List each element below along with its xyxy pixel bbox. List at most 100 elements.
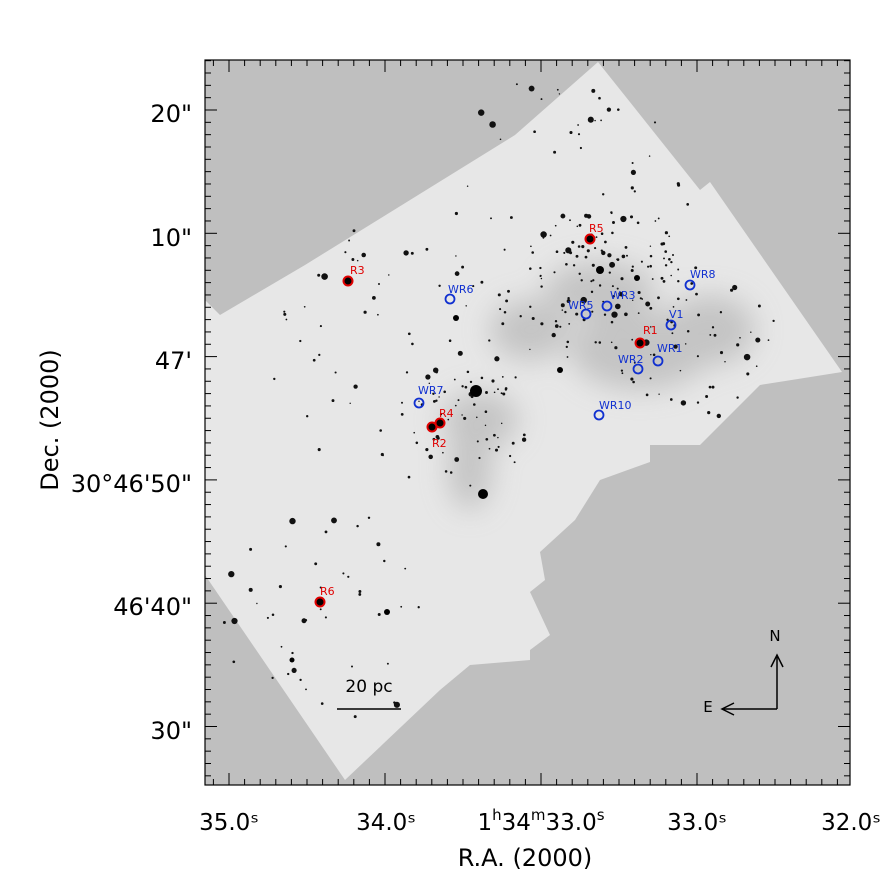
star	[649, 377, 652, 380]
x-tick-labels: 35.0ˢ 34.0ˢ 1h34m33.0s 33.0ˢ 32.0ˢ	[199, 806, 881, 836]
blue-marker-wr10	[593, 409, 605, 421]
star	[358, 592, 362, 596]
star	[673, 344, 678, 349]
star	[521, 437, 527, 442]
star	[502, 392, 506, 396]
star	[591, 88, 596, 93]
star	[553, 150, 557, 154]
star	[677, 268, 680, 271]
blue-marker-label: WR8	[690, 268, 716, 281]
star	[472, 285, 475, 288]
star	[425, 448, 429, 452]
red-marker-r6	[314, 596, 326, 608]
star	[591, 263, 595, 267]
blue-marker-wr2	[632, 363, 644, 375]
star	[616, 287, 619, 290]
star	[503, 248, 506, 251]
star	[499, 138, 502, 141]
star	[513, 461, 516, 464]
star	[380, 452, 384, 457]
star	[606, 107, 612, 112]
star	[679, 369, 682, 372]
star	[291, 667, 297, 673]
star	[425, 247, 429, 251]
star	[645, 393, 649, 397]
star	[383, 559, 386, 563]
star	[554, 320, 558, 323]
star	[508, 454, 512, 458]
star	[494, 356, 500, 362]
star	[464, 385, 468, 389]
star	[649, 245, 652, 247]
star	[639, 297, 642, 300]
star	[556, 88, 559, 91]
star	[586, 249, 590, 253]
star	[563, 251, 566, 254]
star	[319, 608, 322, 611]
star	[231, 617, 238, 625]
star	[755, 337, 761, 343]
star	[301, 618, 307, 624]
bright-star	[478, 489, 488, 499]
star	[567, 297, 570, 300]
star	[305, 688, 307, 691]
star	[312, 358, 316, 362]
star	[579, 146, 583, 150]
star	[493, 391, 496, 394]
star	[612, 221, 615, 224]
star	[685, 299, 688, 301]
star	[454, 271, 460, 276]
star	[410, 251, 414, 255]
star	[540, 277, 543, 280]
x-axis-label: R.A. (2000)	[458, 844, 593, 872]
star	[575, 254, 579, 258]
star	[439, 413, 443, 416]
star	[480, 280, 484, 284]
star	[319, 586, 322, 589]
star	[616, 258, 618, 261]
star	[539, 266, 542, 270]
x-tick-label: 34.0ˢ	[356, 810, 416, 836]
bright-star	[470, 385, 482, 397]
star	[449, 471, 453, 474]
y-tick-label: 30"	[150, 717, 192, 745]
star	[457, 399, 460, 402]
star	[551, 332, 556, 338]
star	[378, 283, 380, 285]
star	[425, 374, 431, 380]
star	[465, 305, 467, 307]
red-marker-r1	[634, 337, 646, 349]
star	[594, 247, 597, 250]
star	[662, 280, 666, 283]
star	[542, 237, 545, 239]
star	[405, 371, 409, 374]
star	[428, 454, 433, 460]
star	[652, 353, 656, 357]
star	[497, 293, 501, 297]
star	[553, 271, 556, 274]
star	[660, 276, 664, 280]
bright-star	[453, 315, 459, 321]
star	[248, 587, 253, 592]
star	[586, 214, 589, 216]
star	[533, 130, 536, 134]
star	[657, 296, 660, 300]
blue-marker-v1	[665, 319, 677, 331]
star	[356, 524, 359, 528]
star	[696, 355, 699, 358]
red-marker-r5	[584, 233, 596, 245]
star	[249, 547, 253, 551]
star	[620, 293, 624, 297]
star	[736, 396, 739, 399]
star	[633, 190, 636, 193]
star	[649, 326, 652, 328]
star	[519, 315, 522, 318]
star	[454, 404, 457, 407]
mosaic-field	[205, 62, 842, 780]
star	[554, 224, 557, 227]
star	[435, 435, 440, 439]
star	[670, 260, 673, 264]
star	[540, 285, 543, 288]
star	[444, 470, 448, 473]
star	[438, 396, 440, 398]
